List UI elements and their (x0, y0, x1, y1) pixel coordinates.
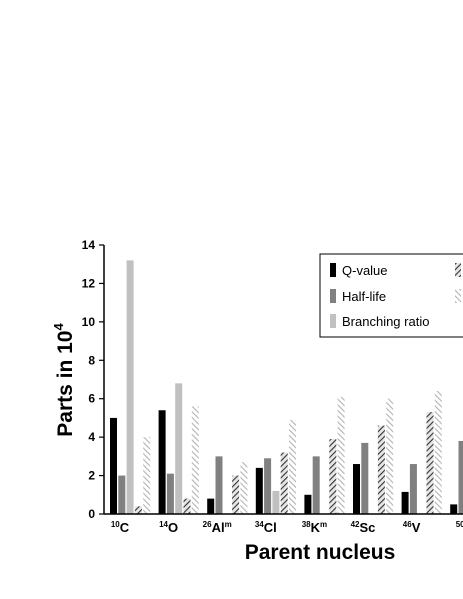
bar (434, 391, 442, 514)
bar (329, 439, 337, 514)
bar (337, 396, 345, 514)
y-tick-label: 2 (88, 469, 95, 483)
bar (110, 417, 117, 514)
bar (361, 442, 369, 514)
x-tick-label: 10C (111, 520, 130, 535)
bar (264, 458, 272, 514)
x-tick-label: 14O (159, 520, 178, 535)
bar (232, 475, 240, 514)
bar (353, 464, 360, 514)
bar (143, 437, 151, 514)
x-axis: 10C 14O 26Alm 34Cl 38Km 42Sc 46V 50 (104, 513, 463, 535)
bar (207, 498, 215, 514)
x-tick-label: 50 (456, 520, 463, 529)
bar (134, 506, 142, 514)
bar (183, 498, 191, 514)
bar (450, 504, 458, 514)
legend-swatch (455, 263, 461, 277)
legend-label: Half-life (342, 289, 386, 304)
bar (280, 452, 288, 514)
y-tick-label: 8 (88, 353, 95, 367)
x-tick-label: 38Km (302, 520, 327, 535)
legend-swatch (330, 289, 336, 303)
bars-layer (110, 260, 463, 514)
bar (118, 475, 126, 514)
legend-swatch (330, 263, 336, 277)
bar (240, 462, 248, 514)
bar (255, 467, 263, 514)
bar (175, 383, 183, 514)
x-tick-label: 46V (403, 520, 421, 535)
legend-label: Q-value (342, 263, 388, 278)
bar (289, 419, 296, 514)
bar (426, 412, 434, 514)
y-tick-label: 10 (82, 315, 96, 329)
y-tick-label: 14 (82, 238, 96, 252)
y-tick-label: 4 (88, 430, 95, 444)
legend-swatch (330, 314, 336, 328)
bar (191, 406, 199, 514)
bar (126, 260, 134, 514)
legend-swatch (455, 289, 461, 303)
bar (409, 464, 417, 514)
bar (386, 398, 394, 514)
bar (272, 490, 280, 514)
bar (312, 456, 320, 514)
legend: Q-value Half-life Branching ratio (319, 253, 463, 338)
bar (377, 425, 385, 514)
x-tick-label: 26Alm (203, 520, 232, 535)
y-tick-label: 12 (82, 276, 96, 290)
bar (215, 456, 223, 514)
legend-label: Branching ratio (342, 314, 429, 329)
y-axis-title: Parts in 104 (51, 323, 77, 437)
bar (401, 491, 409, 514)
bar (458, 440, 463, 514)
y-tick-label: 6 (88, 392, 95, 406)
bar (166, 473, 174, 514)
y-axis: 0 2 4 6 8 10 12 14 (82, 238, 105, 521)
x-tick-label: 34Cl (255, 520, 277, 535)
y-tick-label: 0 (88, 507, 95, 521)
x-axis-title: Parent nucleus (245, 541, 396, 564)
bar (304, 494, 312, 514)
legend-box (319, 253, 463, 338)
x-tick-label: 42Sc (351, 520, 376, 535)
bar (158, 410, 166, 514)
